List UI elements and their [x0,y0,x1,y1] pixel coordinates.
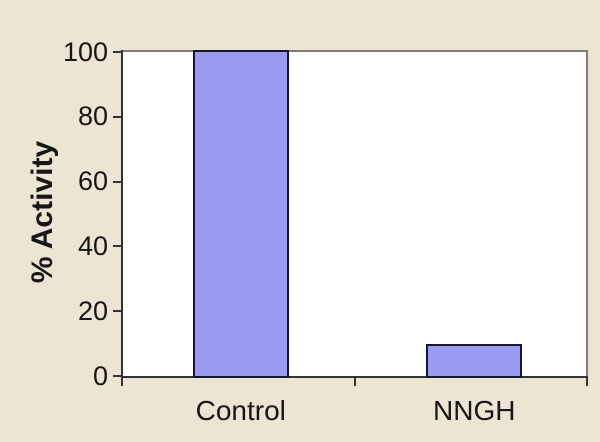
y-tick-mark [113,245,121,248]
y-tick-mark [113,310,121,313]
y-tick-label: 60 [77,166,108,197]
y-tick-mark [113,375,121,377]
y-tick-mark [113,115,121,118]
y-tick-label: 100 [62,36,108,67]
plot-frame-top [121,50,588,52]
y-tick-label: 80 [77,101,108,132]
y-tick-label: 40 [77,230,108,261]
y-tick-label: 0 [92,360,108,391]
x-axis-line [121,376,588,378]
bar-nngh [426,343,523,378]
plot-frame-right [586,50,588,378]
y-axis-title: % Activity [26,140,59,284]
y-tick-label: 20 [77,295,108,326]
y-tick-mark [113,180,121,183]
x-tick-mark [121,378,123,386]
x-category-label: Control [195,395,286,426]
x-category-label: NNGH [433,395,516,426]
x-tick-mark [586,378,588,386]
y-axis-line [121,50,123,384]
y-tick-mark [113,51,121,53]
x-tick-mark [353,378,356,386]
bar-control [192,50,289,378]
